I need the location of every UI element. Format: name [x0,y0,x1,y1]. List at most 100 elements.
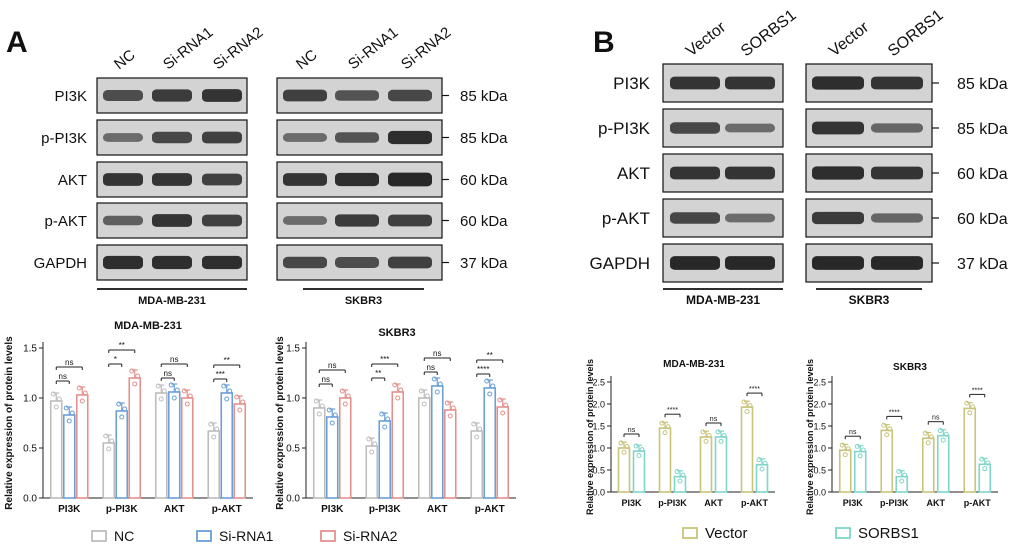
x-tick-label: PI3K [321,504,344,515]
bar [167,391,181,499]
blot-band [335,132,379,143]
x-tick-label: PI3K [621,498,642,508]
replicate-point [839,442,845,448]
bar [699,436,713,493]
blot-band [335,172,379,187]
replicate-point [398,387,404,393]
replicate-point [703,438,709,444]
replicate-point [339,388,345,394]
kda-label: 60 kDa [460,172,508,189]
blot-band [725,123,775,133]
x-tick-label: p-PI3K [369,504,401,515]
replicate-point [857,453,863,459]
replicate-point [756,457,762,463]
replicate-point [434,389,440,395]
significance-label: ** [487,351,493,360]
significance-label: ns [932,415,940,422]
bar [963,407,977,493]
blot-row-label: p-PI3K [598,119,651,138]
kda-label: 37 kDa [460,255,508,272]
kda-label: 85 kDa [957,121,1008,138]
replicate-point [224,396,230,402]
kda-label: 60 kDa [460,213,508,230]
kda-label: 60 kDa [957,211,1008,228]
y-tick-label: 0.5 [592,466,605,476]
y-tick-label: 0.5 [23,444,37,455]
bar [496,406,510,499]
cell-line-label: MDA-MB-231 [138,295,206,307]
blot-band [812,166,864,180]
replicate-point [135,373,141,379]
significance-label: ns [849,429,857,436]
blot-band [725,256,775,270]
y-tick-label: 1.5 [592,422,605,432]
replicate-point [66,418,72,424]
legend-label: SORBS1 [858,525,919,542]
replicate-point [421,401,427,407]
replicate-point [319,403,325,409]
x-tick-label: p-AKT [212,504,242,515]
blot-row-label: AKT [58,172,87,189]
bar [115,410,129,499]
bar [740,406,754,493]
replicate-point [53,404,59,410]
replicate-point [227,388,233,394]
bar [417,397,431,499]
kda-label: 85 kDa [460,88,508,105]
blot-row-label: GAPDH [590,254,650,273]
replicate-point [471,421,477,427]
significance-label: ** [224,356,230,365]
kda-label: 85 kDa [460,130,508,147]
replicate-point [860,447,866,453]
replicate-point [982,466,988,472]
chart-title: SKBR3 [378,327,415,339]
y-tick-label: 1.5 [813,422,826,432]
replicate-point [109,438,115,444]
x-tick-label: AKT [704,498,723,508]
significance-label: ns [433,349,441,358]
bar-chart-0: MDA-MB-231 0.0 0.5 1.0 1.5 Relative expressio… [4,320,253,515]
blot-band [388,214,432,227]
significance-label: ns [170,355,178,364]
replicate-point [940,437,946,443]
replicate-point [636,452,642,458]
significance-label: ns [65,358,73,367]
blot-band [335,214,379,227]
replicate-point [50,391,56,397]
replicate-point [122,406,128,412]
blot-band [202,89,242,102]
y-tick-label: 1.5 [23,344,37,355]
replicate-point [237,407,243,413]
replicate-point [762,460,768,466]
blot-row-label: p-AKT [602,209,650,228]
significance-label: * [114,355,117,364]
blot-band [725,166,775,180]
replicate-point [937,428,943,434]
y-tick-label: 0.0 [286,494,300,505]
blot-band [103,173,143,186]
bar [391,391,405,499]
y-tick-label: 2.5 [813,378,826,388]
lane-label: Si-RNA1 [345,24,401,73]
b-blot-1: Vector SORBS1 85 kDa 85 kDa 60 kDa 60 kDa 37 k… [805,7,1008,307]
replicate-point [69,410,75,416]
blot-band [283,133,327,142]
replicate-point [928,434,934,440]
y-tick-label: 0.0 [592,488,605,498]
replicate-point [633,443,639,449]
replicate-point [174,387,180,393]
y-tick-label: 0.0 [813,488,826,498]
blot-band [283,173,327,186]
blot-band [670,256,720,270]
replicate-point [56,396,62,402]
bar [338,397,352,499]
replicate-point [385,416,391,422]
lane-label: NC [111,46,139,73]
replicate-point [943,431,949,437]
legend-swatch [835,527,851,539]
